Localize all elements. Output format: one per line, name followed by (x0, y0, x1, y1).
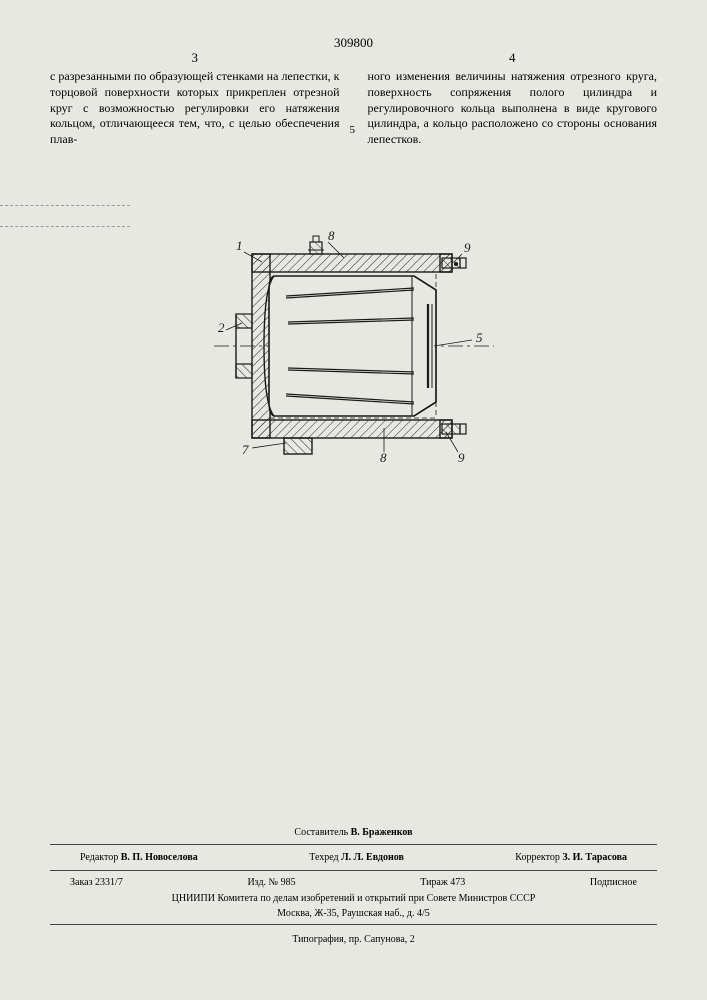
margin-line-number: 5 (350, 123, 356, 138)
subscription: Подписное (590, 877, 637, 888)
svg-text:9: 9 (458, 450, 465, 465)
address: Москва, Ж-35, Раушская наб., д. 4/5 (50, 906, 657, 921)
svg-text:8: 8 (328, 228, 335, 243)
compiler-name: В. Браженков (351, 827, 413, 838)
column-left: 3 с разрезанными по образующей стенками … (50, 69, 340, 148)
editor-name: В. П. Новоселова (121, 852, 198, 863)
svg-text:2: 2 (218, 320, 225, 335)
svg-text:1: 1 (236, 238, 243, 253)
engineering-diagram: 1 2 5 7 8 8 9 9 (214, 218, 494, 478)
svg-text:8: 8 (380, 450, 387, 465)
col-left-body: с разрезанными по образующей стенками на… (50, 69, 340, 146)
editor-label: Редактор (80, 852, 118, 863)
text-columns: 3 с разрезанными по образующей стенками … (0, 51, 707, 158)
techred-label: Техред (309, 852, 338, 863)
imprint-footer: Составитель В. Браженков Редактор В. П. … (50, 827, 657, 945)
order-number: Заказ 2331/7 (70, 877, 123, 888)
compiler-label: Составитель (294, 827, 348, 838)
svg-text:9: 9 (464, 240, 471, 255)
document-number: 309800 (0, 0, 707, 51)
organization: ЦНИИПИ Комитета по делам изобретений и о… (50, 891, 657, 906)
svg-text:5: 5 (476, 330, 483, 345)
scan-artifact (0, 205, 130, 227)
column-number-right: 4 (509, 49, 516, 66)
col-right-body: ного изменения величины натяжения отрезн… (368, 69, 658, 146)
column-number-left: 3 (192, 49, 199, 66)
corrector-name: З. И. Тарасова (562, 852, 627, 863)
corrector-label: Корректор (515, 852, 560, 863)
techred-name: Л. Л. Евдонов (341, 852, 404, 863)
column-right: 4 5 ного изменения величины натяжения от… (368, 69, 658, 148)
print-run: Тираж 473 (420, 877, 465, 888)
edition-number: Изд. № 985 (247, 877, 295, 888)
svg-text:7: 7 (242, 442, 249, 457)
typography: Типография, пр. Сапунова, 2 (50, 928, 657, 945)
